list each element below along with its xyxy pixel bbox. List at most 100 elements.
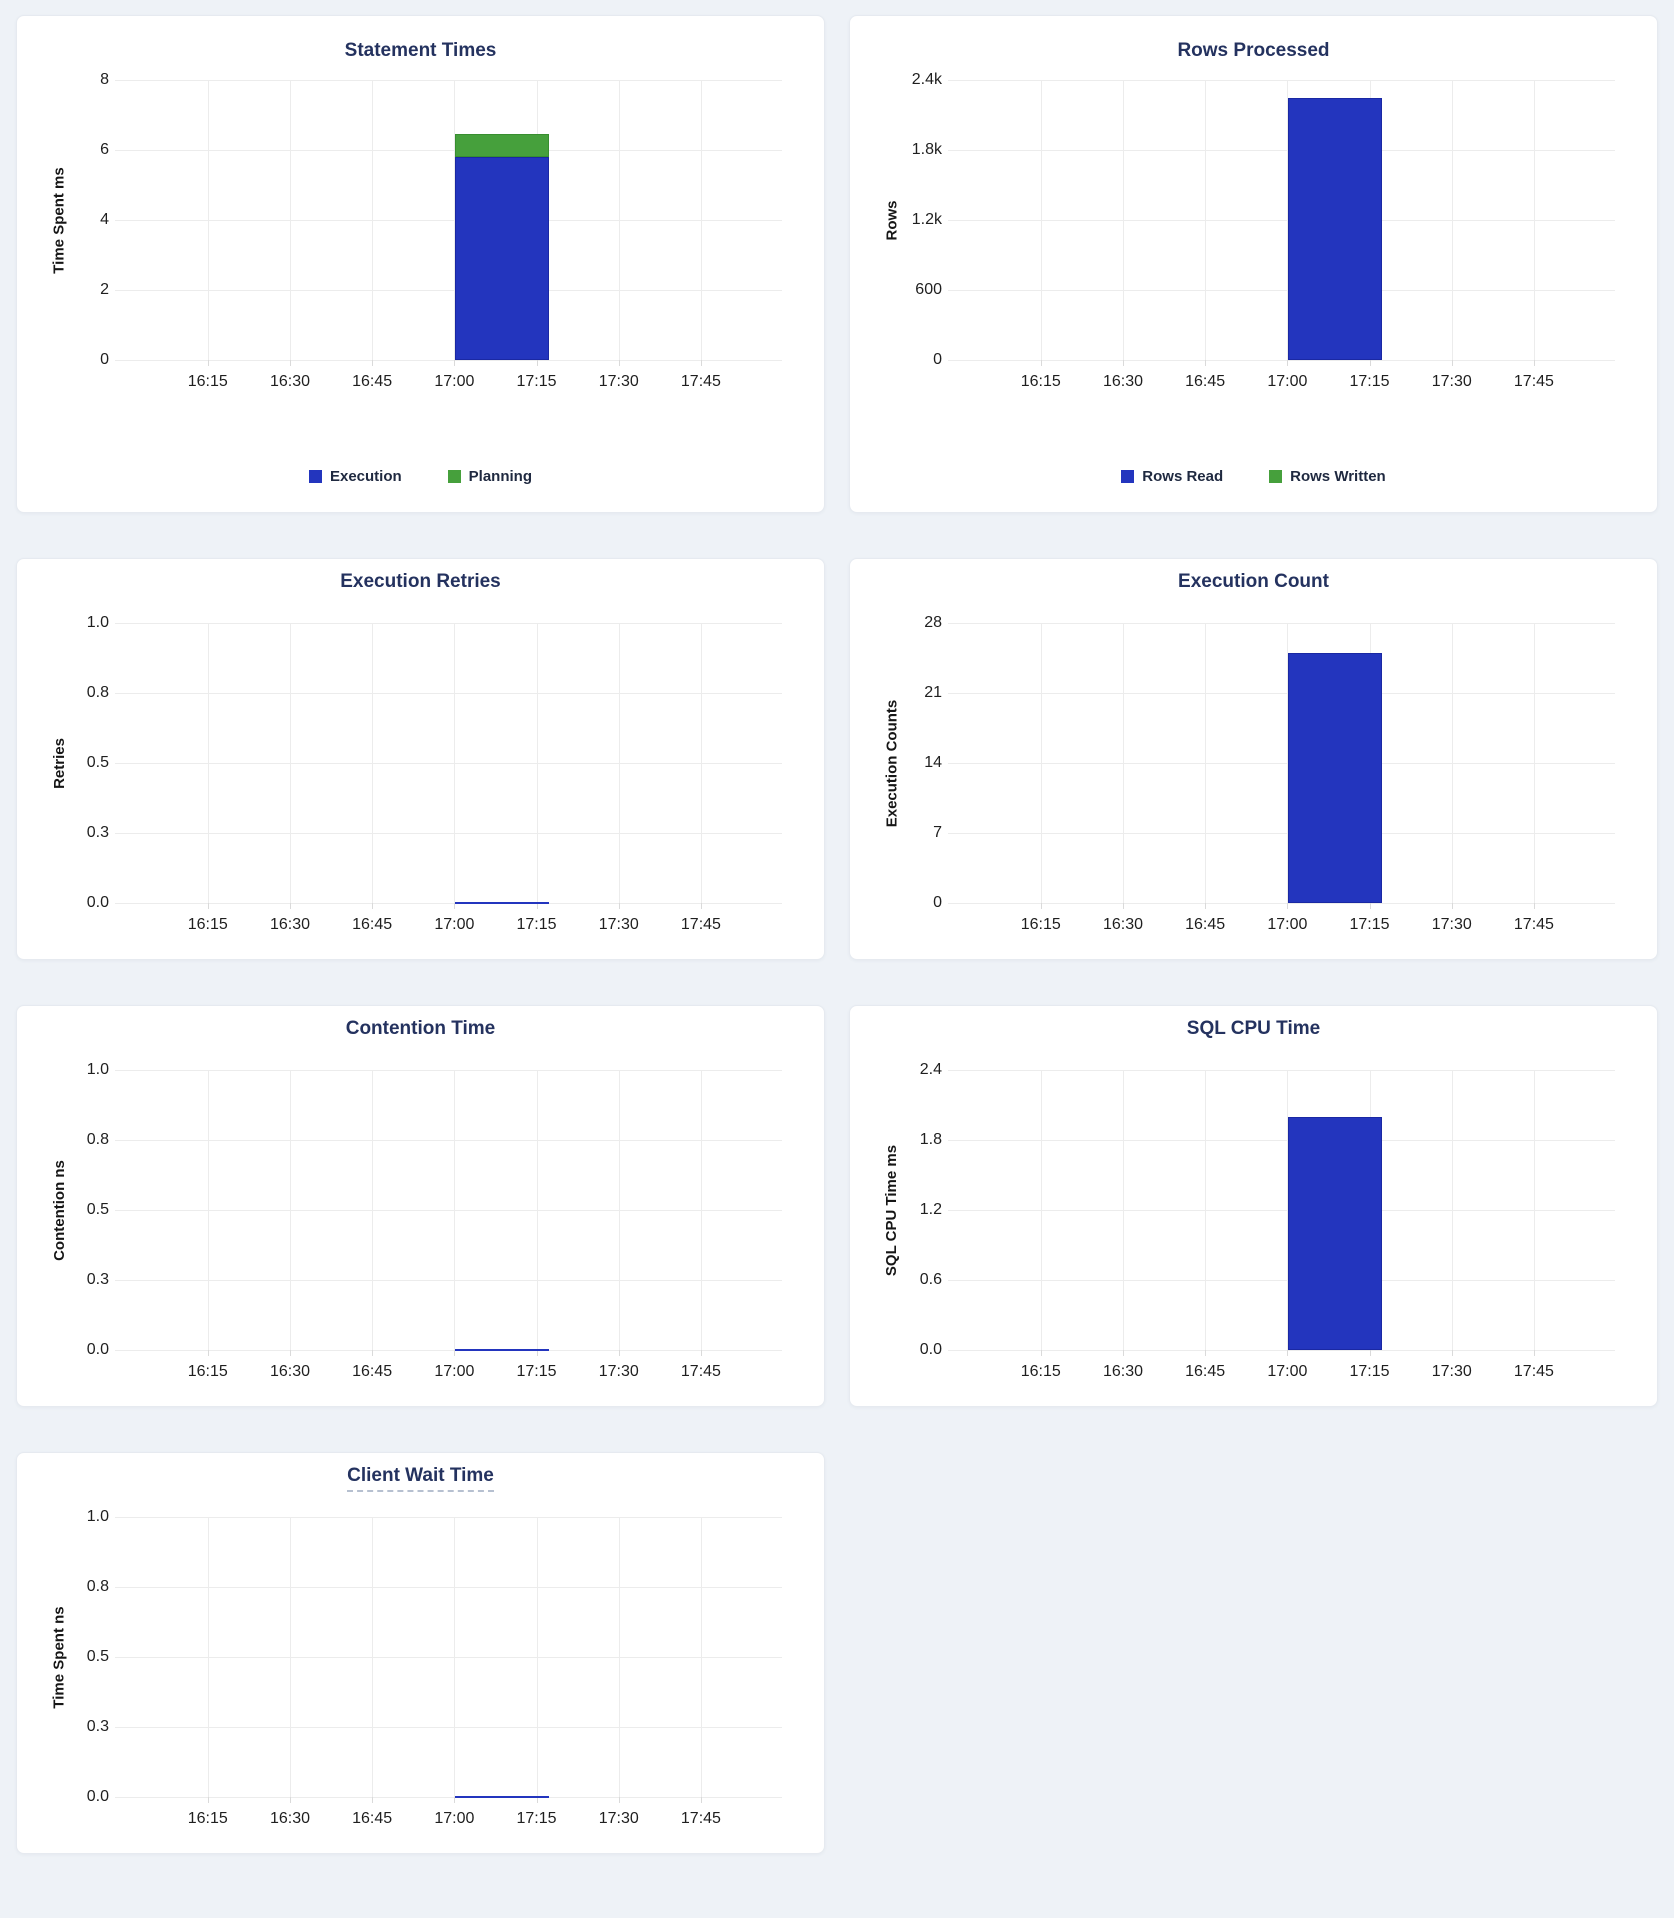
plot-area: 2.4 1.8 1.2 0.6 0.0 16:15 16:30 16:45 17:00 17:15… xyxy=(920,1061,1615,1380)
x-gridline xyxy=(289,1070,291,1350)
x-tick-label: 17:30 xyxy=(598,1810,639,1827)
y-axis-label: Rows xyxy=(883,199,901,241)
y-gridline xyxy=(115,220,782,221)
y-tick-label: 0.8 xyxy=(86,1131,109,1148)
x-tick-label: 17:15 xyxy=(1349,1363,1390,1380)
x-gridline xyxy=(207,80,209,360)
y-tick-label: 0.8 xyxy=(86,1578,109,1595)
y-gridline xyxy=(115,1587,782,1588)
x-gridline xyxy=(1122,80,1124,360)
chart-card-rows-processed: Rows Processed Rows 2.4k 1.8k 1.2k 600 0 16:1… xyxy=(849,15,1658,513)
x-tick-label: 17:15 xyxy=(1349,373,1390,390)
y-gridline xyxy=(948,1070,1615,1071)
chart-title-text: SQL CPU Time xyxy=(1186,1018,1321,1039)
y-gridline xyxy=(948,623,1615,624)
y-gridline xyxy=(948,1280,1615,1281)
chart-card-client-wait-time: Client Wait Time Time Spent ns 1.0 0.8 0.5… xyxy=(16,1452,825,1854)
y-gridline xyxy=(115,150,782,151)
x-gridline xyxy=(618,80,620,360)
x-tick-label: 17:30 xyxy=(598,1363,639,1380)
x-gridline xyxy=(289,80,291,360)
x-tick-mark xyxy=(454,903,456,909)
x-tick-mark xyxy=(207,903,209,909)
x-tick-mark xyxy=(372,903,374,909)
y-gridline xyxy=(948,360,1615,361)
x-tick-mark xyxy=(372,1797,374,1803)
y-tick-label: 6 xyxy=(100,141,109,158)
chart-card-statement-times: Statement Times Time Spent ms 8 6 4 2 0 16:15… xyxy=(16,15,825,513)
x-tick-mark xyxy=(1451,1350,1453,1356)
y-tick-label: 1.2k xyxy=(911,211,942,228)
x-tick-mark xyxy=(1533,1350,1535,1356)
x-tick-label: 16:15 xyxy=(187,1810,228,1827)
x-gridline xyxy=(1205,623,1207,903)
y-gridline xyxy=(115,80,782,81)
zero-value-line[interactable] xyxy=(454,902,549,904)
y-tick-label: 0.3 xyxy=(86,1718,109,1735)
x-tick-label: 17:15 xyxy=(516,916,557,933)
chart-title-text: Statement Times xyxy=(344,40,497,61)
y-gridline xyxy=(115,623,782,624)
x-tick-mark xyxy=(618,1350,620,1356)
x-tick-label: 16:30 xyxy=(1102,373,1143,390)
y-tick-label: 0.0 xyxy=(919,1341,942,1358)
chart-card-execution-count: Execution Count Execution Counts 28 21 14 7… xyxy=(849,558,1658,960)
x-tick-mark xyxy=(1040,903,1042,909)
x-gridline xyxy=(372,1517,374,1797)
y-gridline xyxy=(115,1210,782,1211)
y-gridline xyxy=(948,833,1615,834)
legend-label: Execution xyxy=(329,468,402,485)
y-gridline xyxy=(115,1280,782,1281)
chart-title: SQL CPU Time xyxy=(850,1018,1657,1040)
x-gridline xyxy=(1451,623,1453,903)
y-tick-label: 7 xyxy=(933,824,942,841)
x-tick-label: 17:15 xyxy=(516,373,557,390)
x-gridline xyxy=(618,1517,620,1797)
y-tick-label: 1.0 xyxy=(86,1061,109,1078)
x-tick-label: 16:30 xyxy=(269,373,310,390)
zero-value-line[interactable] xyxy=(454,1796,549,1798)
x-tick-mark xyxy=(207,1797,209,1803)
x-gridline xyxy=(372,623,374,903)
x-gridline xyxy=(1040,1070,1042,1350)
legend-item-rows-read: Rows Read xyxy=(1121,468,1223,485)
bar-sql-cpu-time[interactable] xyxy=(1287,1116,1382,1350)
x-tick-mark xyxy=(1369,360,1371,366)
y-tick-label: 8 xyxy=(100,71,109,88)
y-gridline xyxy=(948,1350,1615,1351)
bar-execution[interactable] xyxy=(454,157,549,360)
bar-rows-read[interactable] xyxy=(1287,97,1382,360)
x-tick-label: 17:45 xyxy=(1513,373,1554,390)
x-tick-label: 17:00 xyxy=(434,373,475,390)
x-tick-label: 16:15 xyxy=(187,373,228,390)
y-tick-label: 1.0 xyxy=(86,1508,109,1525)
x-tick-mark xyxy=(700,360,702,366)
y-axis-label: Retries xyxy=(50,737,68,789)
x-gridline xyxy=(454,1517,456,1797)
y-tick-label: 0 xyxy=(933,894,942,911)
bar-execution-count[interactable] xyxy=(1287,653,1382,903)
legend: Execution Planning xyxy=(17,468,824,485)
x-tick-mark xyxy=(1451,903,1453,909)
legend-swatch-planning xyxy=(447,470,461,483)
x-tick-mark xyxy=(1040,1350,1042,1356)
x-tick-mark xyxy=(1533,903,1535,909)
y-tick-label: 2.4k xyxy=(911,71,942,88)
x-tick-mark xyxy=(1533,360,1535,366)
y-tick-label: 0 xyxy=(933,351,942,368)
x-tick-mark xyxy=(536,360,538,366)
x-tick-label: 17:00 xyxy=(434,1363,475,1380)
x-tick-mark xyxy=(536,1797,538,1803)
chart-title-text[interactable]: Client Wait Time xyxy=(347,1465,494,1492)
plot-area: 1.0 0.8 0.5 0.3 0.0 16:15 16:30 16:45 17:00 17:15… xyxy=(87,1508,782,1827)
x-tick-mark xyxy=(536,903,538,909)
x-gridline xyxy=(700,1070,702,1350)
x-gridline xyxy=(1533,623,1535,903)
x-tick-mark xyxy=(1287,360,1289,366)
zero-value-line[interactable] xyxy=(454,1349,549,1351)
x-tick-label: 17:00 xyxy=(1267,373,1308,390)
bar-planning[interactable] xyxy=(454,134,549,157)
x-tick-mark xyxy=(1205,903,1207,909)
x-tick-mark xyxy=(454,360,456,366)
